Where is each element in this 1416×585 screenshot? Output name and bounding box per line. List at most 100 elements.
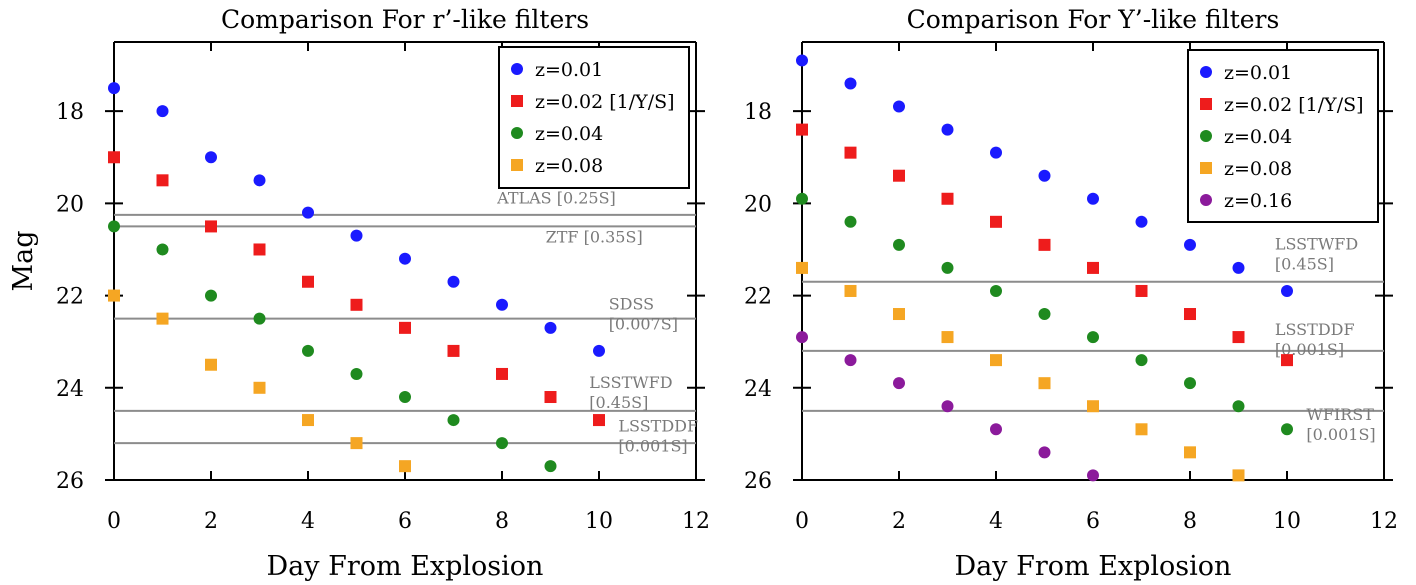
legend-label: z=0.04 <box>1224 126 1292 148</box>
x-tick-label: 10 <box>585 509 613 534</box>
data-point <box>1184 238 1196 251</box>
limit-label: [0.45S] <box>589 393 648 412</box>
data-point <box>593 414 605 427</box>
legend-label: z=0.02 [1/Y/S] <box>1224 94 1364 116</box>
limit-label: [0.001S] <box>1306 425 1375 444</box>
legend-marker <box>511 63 523 75</box>
legend-label: z=0.02 [1/Y/S] <box>535 91 675 113</box>
data-point <box>496 437 508 450</box>
data-point <box>205 151 217 164</box>
limit-label: [0.45S] <box>1275 254 1334 273</box>
data-point <box>205 289 217 302</box>
data-point <box>496 367 508 380</box>
data-point <box>990 354 1002 367</box>
legend-label: z=0.08 <box>1224 158 1292 180</box>
data-point <box>1232 261 1245 274</box>
data-point <box>796 192 808 205</box>
x-tick-label: 6 <box>1086 509 1100 534</box>
data-point <box>1135 284 1148 297</box>
data-point <box>350 298 363 311</box>
data-point <box>447 414 460 427</box>
data-point <box>1184 308 1196 321</box>
limit-label: SDSS <box>609 294 654 313</box>
data-point <box>108 220 120 233</box>
legend-box <box>498 46 690 189</box>
data-point <box>253 312 266 325</box>
limit-label: [0.007S] <box>609 314 678 333</box>
data-point <box>941 331 954 344</box>
data-point <box>941 261 954 274</box>
y-tick-label: 20 <box>56 192 84 217</box>
x-tick-label: 8 <box>495 509 509 534</box>
data-point <box>156 174 169 187</box>
limit-label: WFIRST <box>1306 405 1374 424</box>
y-tick-label: 26 <box>744 469 772 494</box>
data-point <box>544 321 557 334</box>
data-point <box>1038 446 1051 459</box>
data-point <box>990 146 1002 159</box>
x-tick-label: 12 <box>1370 509 1398 534</box>
legend-label: z=0.01 <box>1224 62 1292 84</box>
legend-label: z=0.08 <box>535 155 603 177</box>
data-point <box>1038 377 1051 390</box>
data-point <box>108 151 120 164</box>
x-tick-label: 4 <box>301 509 315 534</box>
data-point <box>844 77 857 90</box>
data-point <box>302 206 314 219</box>
limit-label: LSSTDDF <box>618 417 698 436</box>
data-point <box>1087 192 1099 205</box>
data-point <box>1232 469 1245 482</box>
data-point <box>544 460 557 473</box>
data-point <box>941 192 954 205</box>
legend-label: z=0.01 <box>535 59 603 81</box>
data-point <box>253 243 266 256</box>
data-point <box>844 284 857 297</box>
data-point <box>205 220 217 233</box>
data-point <box>893 238 905 251</box>
limit-label: [0.001S] <box>1275 340 1344 359</box>
legend-label: z=0.16 <box>1224 190 1292 212</box>
data-point <box>1038 238 1051 251</box>
data-point <box>399 391 411 404</box>
x-tick-label: 0 <box>107 509 121 534</box>
data-point <box>1232 400 1245 413</box>
data-point <box>1184 446 1196 459</box>
data-point <box>302 414 314 427</box>
data-point <box>990 284 1002 297</box>
data-point <box>253 174 266 187</box>
chart-title: Comparison For Y’-like filters <box>907 5 1280 34</box>
data-point <box>253 381 266 394</box>
data-point <box>1281 354 1293 367</box>
data-point <box>796 54 808 67</box>
limit-label: LSSTWFD <box>589 373 672 392</box>
data-point <box>1087 400 1099 413</box>
legend-marker <box>511 95 523 107</box>
x-tick-label: 10 <box>1273 509 1301 534</box>
data-point <box>796 331 808 344</box>
y-tick-label: 24 <box>744 377 772 402</box>
data-point <box>1232 331 1245 344</box>
legend-marker <box>511 127 523 139</box>
data-point <box>1281 423 1293 436</box>
limit-label: LSSTDDF <box>1275 320 1355 339</box>
data-point <box>108 289 120 302</box>
legend-box <box>1187 49 1379 223</box>
data-point <box>156 312 169 325</box>
data-point <box>302 275 314 288</box>
data-point <box>399 252 411 265</box>
data-point <box>941 400 954 413</box>
data-point <box>156 105 169 118</box>
legend-marker <box>1200 130 1212 142</box>
data-point <box>893 100 905 113</box>
y-tick-label: 20 <box>744 192 772 217</box>
data-point <box>156 243 169 256</box>
legend-marker <box>511 159 523 171</box>
data-point <box>893 308 905 321</box>
y-tick-label: 22 <box>56 285 84 310</box>
legend-marker <box>1200 98 1212 110</box>
data-point <box>1135 215 1148 228</box>
y-axis-label: Mag <box>8 230 39 291</box>
x-tick-label: 12 <box>682 509 710 534</box>
